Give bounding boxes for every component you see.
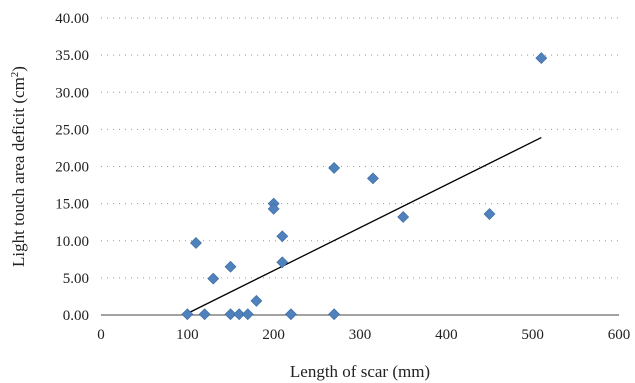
y-axis-title-superscript: 2 [9,72,21,78]
data-point-marker [207,272,220,285]
y-tick-label: 35.00 [55,48,89,64]
x-tick-label: 200 [262,327,285,343]
data-point-marker [181,308,194,321]
y-tick-label: 10.00 [55,234,89,250]
y-tick-label: 25.00 [55,122,89,138]
data-point-marker [233,308,246,321]
data-point-marker [190,237,202,249]
data-point-marker [241,308,254,321]
data-point-marker [535,52,548,65]
trendline [187,136,542,315]
data-point-marker [328,308,341,321]
data-point-marker [276,230,289,243]
y-tick-label: 5.00 [63,271,89,287]
y-tick-label: 15.00 [55,197,89,213]
data-point-marker [276,256,289,269]
x-tick-label: 500 [521,327,544,343]
y-axis-title: Light touch area deficit (cm2) [9,66,28,267]
data-point-marker [397,211,410,223]
y-tick-label: 30.00 [55,85,89,101]
data-point-marker [483,208,496,220]
y-tick-label: 40.00 [55,11,89,27]
x-tick-label: 400 [435,327,458,343]
data-points [181,52,548,321]
x-tick-label: 600 [608,327,631,343]
data-point-marker [285,308,297,321]
gridlines [101,17,619,279]
data-point-marker [328,162,341,174]
x-tick-label: 0 [97,327,105,343]
x-tick-label: 300 [349,327,372,343]
data-point-marker [250,294,263,307]
data-point-marker [224,308,237,321]
y-tick-label: 0.00 [63,308,89,324]
x-axis-title: Length of scar (mm) [290,362,430,381]
y-axis-title-tail: ) [9,66,28,72]
y-axis-title-main: Light touch area deficit (cm [9,77,28,267]
data-point-marker [224,260,237,273]
x-tick-label: 100 [176,327,199,343]
x-axis-ticks: 0 100 200 300 400 500 600 [97,327,630,343]
y-axis-ticks: 0.00 5.00 10.00 15.00 20.00 25.00 30.00 35.00 40… [55,11,89,324]
data-point-marker [198,308,211,321]
data-point-marker [267,202,280,215]
data-point-marker [367,172,379,185]
y-tick-label: 20.00 [55,160,89,176]
